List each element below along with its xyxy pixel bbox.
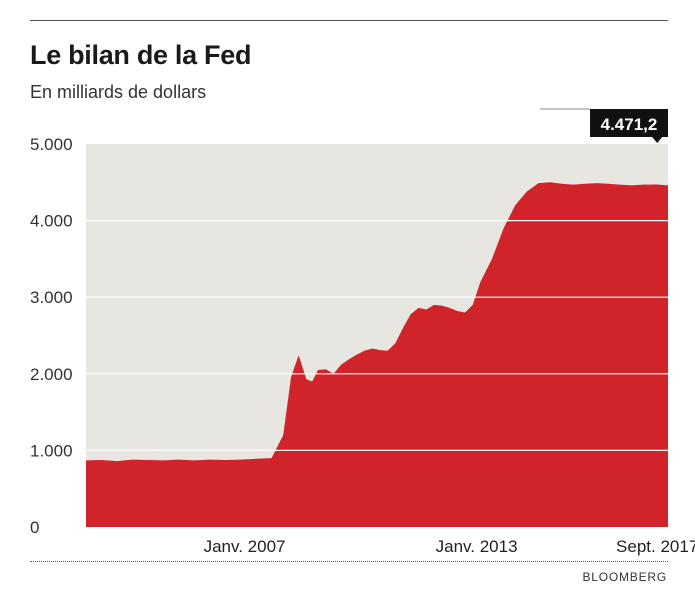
bottom-rule xyxy=(30,561,668,562)
source-label: BLOOMBERG xyxy=(582,570,667,584)
y-tick-label: 2.000 xyxy=(30,365,73,384)
callout-value: 4.471,2 xyxy=(601,115,658,134)
callout-box xyxy=(590,109,668,137)
chart-subtitle: En milliards de dollars xyxy=(30,82,207,102)
y-tick-label: 4.000 xyxy=(30,212,73,231)
value-callout: 4.471,2 xyxy=(540,108,668,143)
y-tick-label: 0 xyxy=(30,518,39,537)
y-tick-label: 5.000 xyxy=(30,135,73,154)
y-tick-label: 3.000 xyxy=(30,288,73,307)
y-axis: 0 1.000 2.000 3.000 4.000 5.000 xyxy=(30,135,73,537)
chart-title: Le bilan de la Fed xyxy=(30,40,252,70)
area-layer xyxy=(86,182,668,528)
x-tick-label: Janv. 2007 xyxy=(204,537,286,556)
top-rule xyxy=(30,20,668,21)
x-tick-label: Janv. 2013 xyxy=(436,537,518,556)
x-axis: Janv. 2007 Janv. 2013 Sept. 2017 xyxy=(204,537,695,556)
gridlines xyxy=(86,220,668,451)
balance-area xyxy=(86,182,668,528)
callout-pointer xyxy=(652,137,663,143)
y-tick-label: 1.000 xyxy=(30,441,73,460)
x-tick-label: Sept. 2017 xyxy=(616,537,695,556)
